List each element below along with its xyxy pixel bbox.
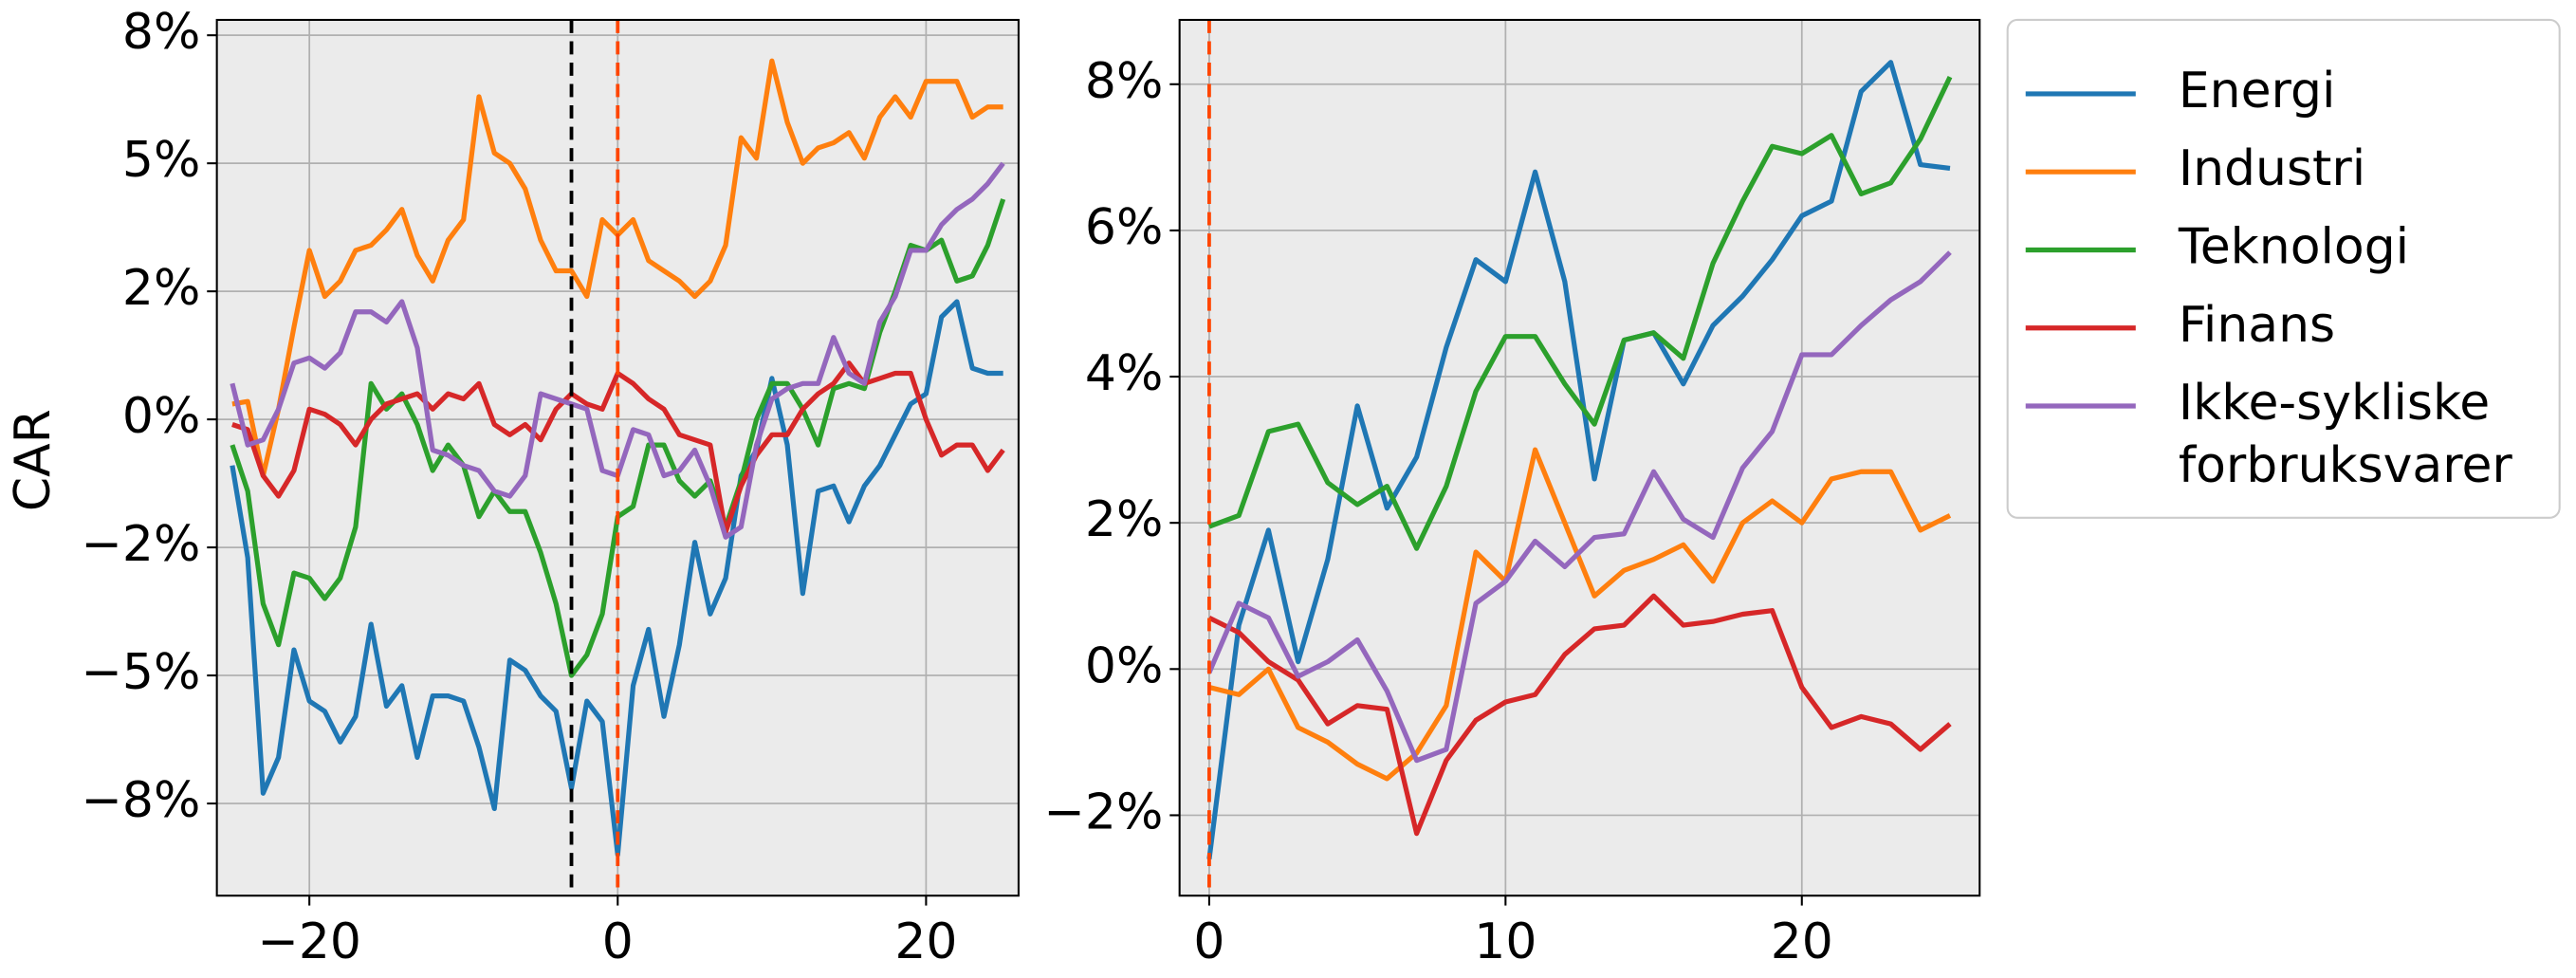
plot-area [1179, 19, 1980, 896]
y-tick-label: 2% [122, 260, 200, 317]
x-tick-label: 20 [1771, 913, 1833, 970]
y-tick-label: −8% [81, 772, 200, 829]
x-tick-label: 0 [602, 913, 634, 970]
plot-frame [1178, 18, 1981, 897]
y-axis-label: CAR [5, 409, 62, 511]
legend-box [2006, 18, 2561, 519]
plot-frame [215, 18, 1020, 897]
series-line [1207, 593, 1952, 837]
y-tick-label: 0% [1085, 637, 1163, 694]
legend-label: Teknologi [2178, 218, 2409, 275]
series-line [1208, 447, 1952, 782]
y-tick-label: 8% [122, 4, 200, 61]
y-tick-label: 5% [122, 132, 200, 189]
y-tick-label: 8% [1085, 53, 1163, 110]
x-tick-label: 0 [1193, 913, 1224, 970]
legend-label: Industri [2179, 140, 2365, 197]
x-tick-label: 10 [1474, 913, 1536, 970]
y-tick-label: 6% [1085, 199, 1163, 256]
legend-label: Ikke-sykliske forbruksvarer [2179, 375, 2513, 494]
y-tick-label: −2% [1043, 784, 1163, 840]
x-tick-label: 20 [894, 913, 957, 970]
series-line [1208, 75, 1953, 551]
series-line [1206, 60, 1951, 859]
legend-label: Finans [2179, 297, 2335, 354]
series-line [1206, 250, 1952, 764]
y-tick-label: 4% [1085, 345, 1163, 402]
y-tick-label: −2% [81, 516, 200, 573]
x-tick-label: −20 [257, 913, 361, 970]
legend-label: Energi [2179, 63, 2336, 120]
y-tick-label: 2% [1085, 491, 1163, 548]
y-tick-label: −5% [81, 644, 200, 701]
y-tick-label: 0% [122, 388, 200, 445]
